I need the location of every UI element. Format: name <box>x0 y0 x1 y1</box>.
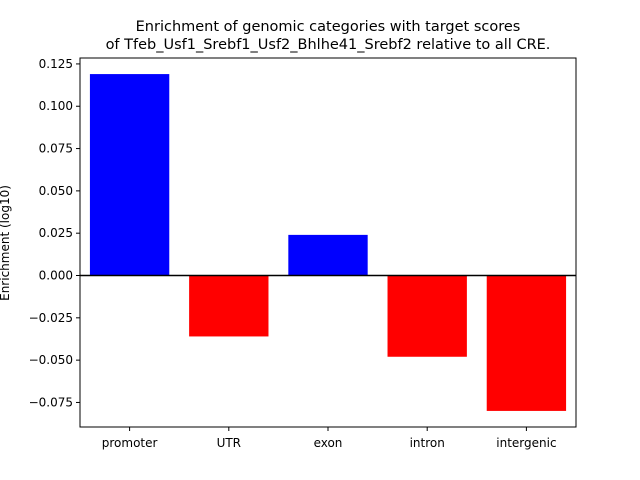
y-tick-label: −0.075 <box>29 395 73 409</box>
bar-intron <box>387 275 467 357</box>
bar-promoter <box>89 74 170 276</box>
y-axis-label: Enrichment (log10) <box>0 185 12 301</box>
y-tick-label: 0.100 <box>39 99 73 113</box>
y-tick-label: −0.050 <box>29 353 73 367</box>
y-tick-label: 0.000 <box>39 269 73 283</box>
y-tick-label: 0.050 <box>39 184 73 198</box>
x-tick-label-promoter: promoter <box>102 436 158 450</box>
bar-intergenic <box>486 275 567 411</box>
x-tick-label-exon: exon <box>314 436 343 450</box>
x-tick-label-intergenic: intergenic <box>496 436 556 450</box>
y-tick-label: 0.075 <box>39 142 73 156</box>
y-tick-label: 0.125 <box>39 57 73 71</box>
x-tick-label-UTR: UTR <box>217 436 241 450</box>
plot-area: 0.125 0.100 0.075 0.050 0.025 0.000 −0.025 −0.0… <box>29 57 577 450</box>
bar-UTR <box>189 275 269 337</box>
chart-title-line-2: of Tfeb_Usf1_Srebf1_Usf2_Bhlhe41_Srebf2 … <box>106 37 551 53</box>
y-tick-label: 0.025 <box>39 226 73 240</box>
bar-exon <box>288 234 368 276</box>
x-tick-label-intron: intron <box>410 436 445 450</box>
y-tick-label: −0.025 <box>29 311 73 325</box>
chart-title-line-1: Enrichment of genomic categories with ta… <box>136 19 521 35</box>
